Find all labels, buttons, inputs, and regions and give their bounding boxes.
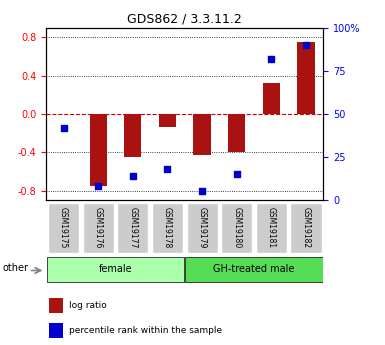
- Bar: [263, 83, 280, 114]
- Bar: [49, 323, 62, 338]
- Text: GSM19180: GSM19180: [232, 207, 241, 248]
- Bar: [193, 114, 211, 155]
- FancyBboxPatch shape: [186, 257, 323, 282]
- Point: [199, 189, 205, 194]
- Text: log ratio: log ratio: [69, 301, 107, 310]
- Bar: [297, 42, 315, 114]
- Text: GSM19178: GSM19178: [163, 207, 172, 248]
- Point: [130, 173, 136, 179]
- Text: GSM19176: GSM19176: [94, 207, 103, 248]
- Title: GDS862 / 3.3.11.2: GDS862 / 3.3.11.2: [127, 12, 242, 25]
- Text: GSM19181: GSM19181: [267, 207, 276, 248]
- FancyBboxPatch shape: [256, 203, 287, 253]
- Bar: [89, 114, 107, 186]
- Point: [164, 166, 171, 172]
- Text: GH-treated male: GH-treated male: [213, 264, 295, 274]
- Text: percentile rank within the sample: percentile rank within the sample: [69, 326, 222, 335]
- Point: [303, 42, 309, 48]
- FancyBboxPatch shape: [47, 257, 184, 282]
- Text: other: other: [2, 263, 28, 273]
- Text: GSM19182: GSM19182: [301, 207, 311, 248]
- Text: GSM19177: GSM19177: [128, 207, 137, 248]
- Point: [268, 56, 275, 61]
- Bar: [228, 114, 246, 152]
- FancyBboxPatch shape: [186, 203, 218, 253]
- Text: female: female: [99, 264, 132, 274]
- Bar: [159, 114, 176, 127]
- Point: [234, 171, 240, 177]
- Point: [95, 184, 101, 189]
- Bar: [49, 297, 62, 313]
- Text: GSM19175: GSM19175: [59, 207, 68, 248]
- FancyBboxPatch shape: [290, 203, 321, 253]
- FancyBboxPatch shape: [152, 203, 183, 253]
- FancyBboxPatch shape: [221, 203, 253, 253]
- Bar: [124, 114, 141, 157]
- FancyBboxPatch shape: [117, 203, 148, 253]
- FancyBboxPatch shape: [82, 203, 114, 253]
- FancyBboxPatch shape: [48, 203, 79, 253]
- Point: [60, 125, 67, 130]
- Text: GSM19179: GSM19179: [198, 207, 207, 248]
